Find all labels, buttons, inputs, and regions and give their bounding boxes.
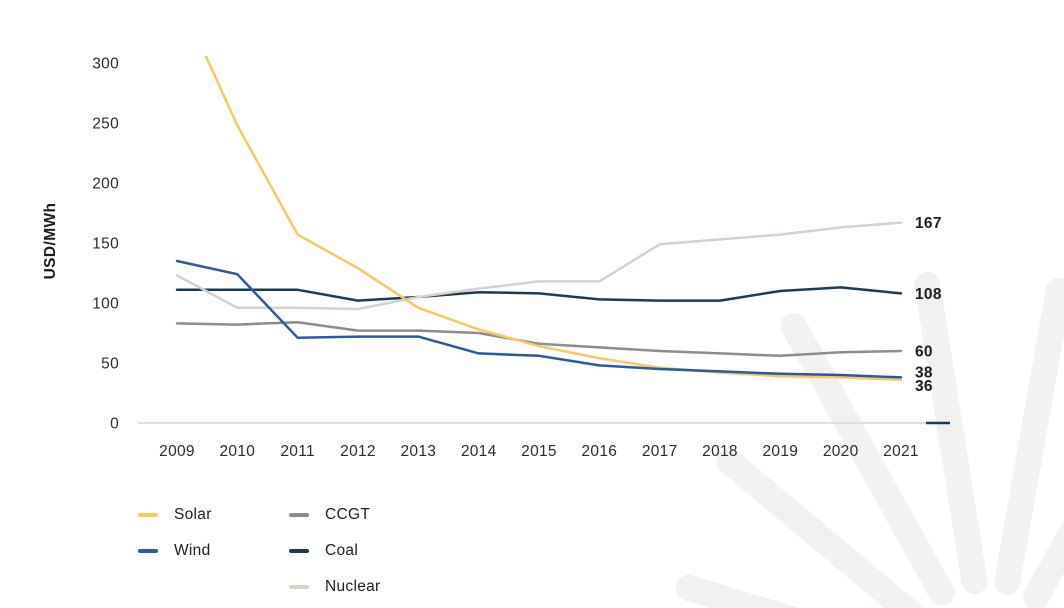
end-value-label: 36: [915, 378, 933, 395]
x-tick-label: 2010: [219, 443, 255, 460]
y-tick-label: 0: [110, 415, 119, 432]
x-tick-label: 2012: [340, 443, 376, 460]
sunburst-ray: [1023, 519, 1064, 608]
legend-item-solar: Solar: [138, 506, 212, 523]
x-tick-label: 2013: [400, 443, 436, 460]
y-tick-label: 150: [92, 235, 119, 252]
legend-label-ccgt: CCGT: [325, 506, 371, 523]
legend-swatch-solar: [138, 513, 158, 517]
legend-swatch-nuclear: [289, 585, 309, 589]
end-value-label: 108: [915, 286, 942, 303]
x-tick-label: 2017: [642, 443, 678, 460]
y-tick-label: 300: [92, 55, 119, 72]
y-tick-label: 50: [101, 355, 119, 372]
sunburst-ray: [914, 271, 988, 595]
legend-item-ccgt: CCGT: [289, 506, 371, 523]
x-tick-label: 2014: [461, 443, 497, 460]
legend-swatch-coal: [289, 549, 309, 553]
sunburst-ray: [780, 312, 955, 606]
series-line-wind: [175, 259, 903, 379]
x-tick-label: 2009: [159, 443, 195, 460]
sunburst-ray: [716, 448, 924, 608]
legend-item-wind: Wind: [138, 542, 211, 559]
legend-swatch-wind: [138, 549, 158, 553]
x-tick-label: 2011: [280, 443, 315, 460]
x-tick-label: 2019: [762, 443, 798, 460]
series-line-coal: [175, 286, 903, 302]
x-tick-label: 2016: [581, 443, 617, 460]
end-value-label: 167: [915, 215, 942, 232]
legend-item-coal: Coal: [289, 542, 359, 559]
x-tick-label: 2018: [702, 443, 738, 460]
series-line-ccgt: [175, 320, 903, 358]
end-value-label: 60: [915, 343, 933, 360]
series-line-solar: [204, 56, 903, 382]
legend-label-solar: Solar: [174, 506, 212, 523]
series-line-nuclear: [175, 221, 903, 311]
y-tick-label: 250: [92, 115, 119, 132]
x-tick-label: 2021: [883, 443, 919, 460]
legend-swatch-ccgt: [289, 513, 309, 517]
sunburst-ray: [994, 278, 1064, 595]
legend-label-coal: Coal: [325, 542, 359, 559]
legend-label-wind: Wind: [174, 542, 211, 559]
x-tick-label: 2020: [823, 443, 859, 460]
y-axis-title: USD/MWh: [42, 202, 59, 280]
legend-label-nuclear: Nuclear: [325, 578, 381, 595]
x-tick-label: 2015: [521, 443, 557, 460]
end-value-label: 38: [915, 364, 933, 381]
legend-item-nuclear: Nuclear: [289, 578, 381, 595]
y-tick-label: 100: [92, 295, 119, 312]
sunburst-ray: [675, 574, 799, 608]
y-tick-label: 200: [92, 175, 119, 192]
